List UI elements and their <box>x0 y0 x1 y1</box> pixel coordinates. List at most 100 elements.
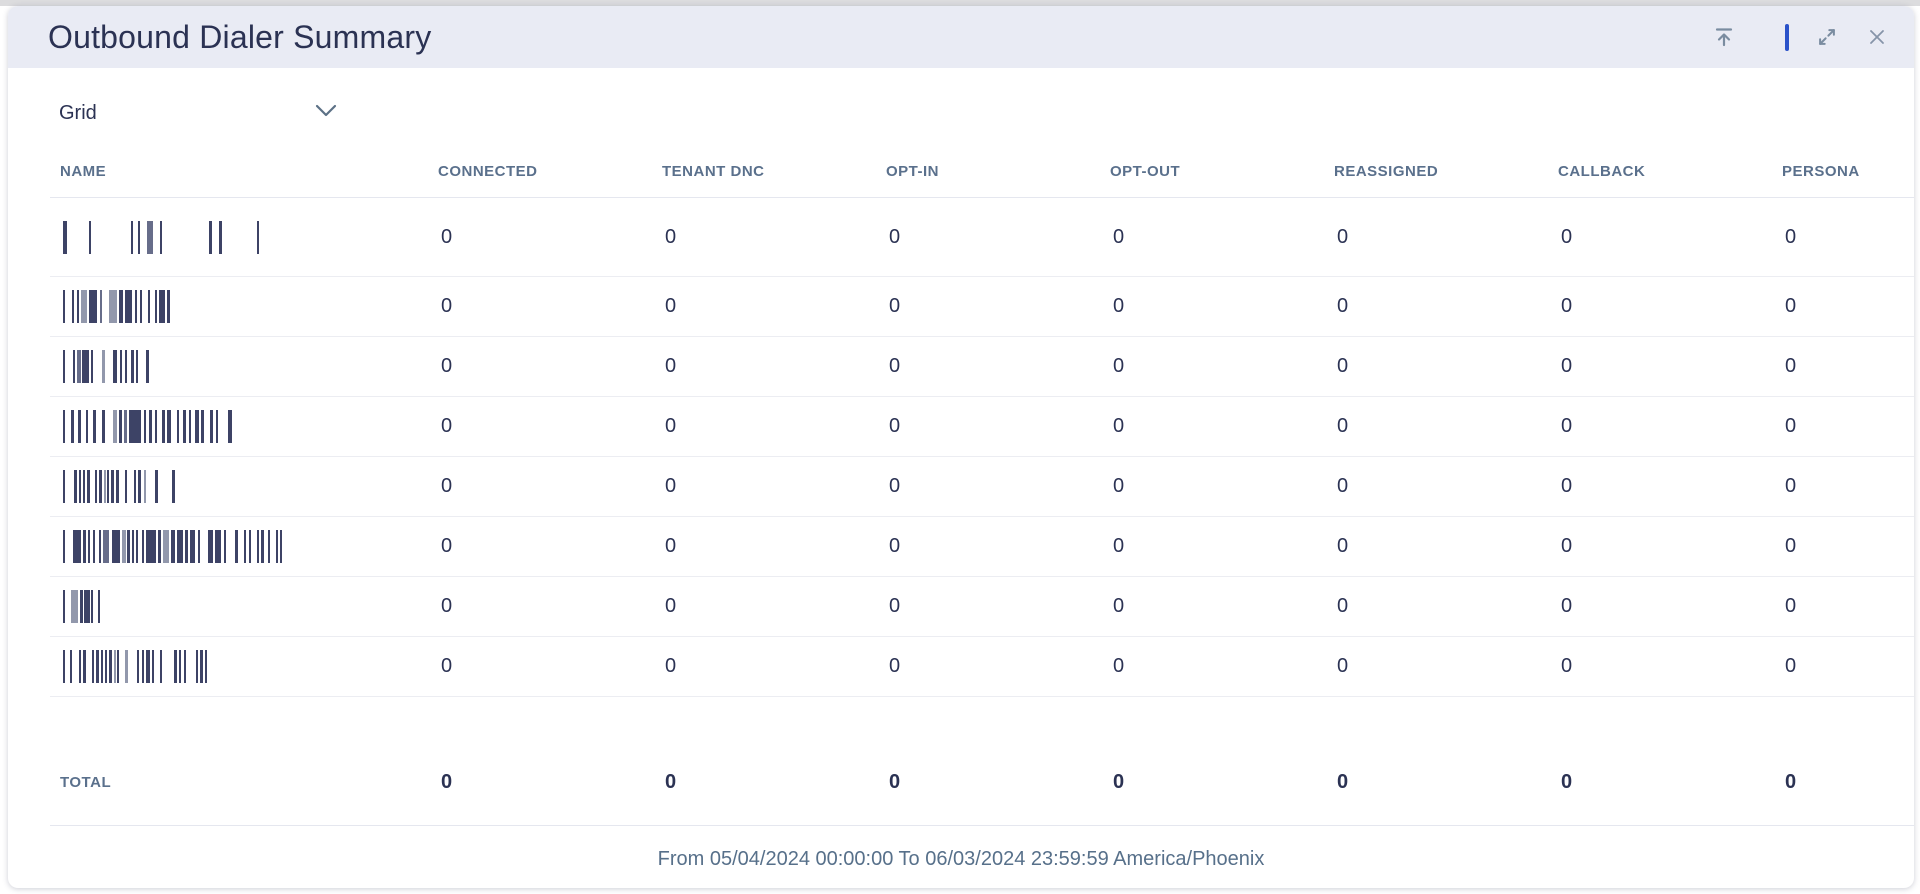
redaction-bar <box>80 590 83 623</box>
redaction-bar <box>167 290 170 323</box>
redaction-bar <box>209 220 212 254</box>
widget-toolbar <box>1712 23 1886 51</box>
redaction-bar <box>122 530 126 563</box>
chevron-down-icon <box>315 104 337 122</box>
redaction-bar <box>183 410 186 443</box>
redaction-bar <box>91 350 93 383</box>
redaction-bar <box>146 530 156 563</box>
table-row: 0 0 0 0 0 0 0 <box>50 337 1914 397</box>
expand-icon[interactable] <box>1816 26 1838 48</box>
redaction-bar <box>196 650 198 683</box>
column-header-opt-out[interactable]: OPT-OUT <box>1110 163 1181 180</box>
redaction-bar <box>167 410 171 443</box>
redaction-bar <box>132 530 134 563</box>
metric-value: 0 <box>1561 225 1573 248</box>
metric-value: 0 <box>1337 225 1349 248</box>
metric-value: 0 <box>1337 535 1349 557</box>
redaction-bar <box>184 650 186 683</box>
redaction-bar <box>96 650 99 683</box>
view-type-dropdown[interactable]: Grid <box>59 96 337 130</box>
redaction-bar <box>134 470 136 503</box>
redaction-bar <box>268 530 270 563</box>
column-header-persona[interactable]: PERSONA <box>1782 163 1860 180</box>
metric-value: 0 <box>889 415 901 437</box>
outbound-dialer-summary-widget: Outbound Dialer Summary <box>8 6 1914 888</box>
redaction-bar <box>124 410 127 443</box>
column-header-connected[interactable]: CONNECTED <box>438 163 538 180</box>
redaction-bar <box>215 530 221 563</box>
redaction-bar <box>152 650 154 683</box>
redaction-bar <box>228 410 232 443</box>
redaction-bar <box>70 650 72 683</box>
table-row: 0 0 0 0 0 0 0 <box>50 637 1914 697</box>
metric-value: 0 <box>1113 655 1125 677</box>
metric-value: 0 <box>889 225 901 248</box>
redaction-bar <box>190 530 195 563</box>
redaction-bar <box>137 650 139 683</box>
redaction-bar <box>210 410 213 443</box>
redaction-bar <box>114 650 116 683</box>
redaction-bar <box>92 650 94 683</box>
metric-value: 0 <box>889 595 901 617</box>
redaction-bar <box>158 530 161 563</box>
redaction-bar <box>257 220 259 254</box>
redacted-name-barcode <box>50 590 438 623</box>
redacted-name-barcode <box>50 530 438 563</box>
column-header-reassigned[interactable]: REASSIGNED <box>1334 163 1439 180</box>
redaction-bar <box>93 530 95 563</box>
collapse-to-top-icon[interactable] <box>1712 25 1736 49</box>
redaction-bar <box>257 530 259 563</box>
metric-value: 0 <box>1337 295 1349 317</box>
column-header-name[interactable]: NAME <box>60 163 107 180</box>
redaction-bar <box>163 530 169 563</box>
column-header-opt-in[interactable]: OPT-IN <box>886 163 940 180</box>
redaction-bar <box>172 470 175 503</box>
metric-value: 0 <box>889 535 901 557</box>
redaction-bar <box>216 410 218 443</box>
redaction-bar <box>113 350 117 383</box>
drag-handle-bar[interactable] <box>1785 23 1789 51</box>
redaction-bar <box>99 530 101 563</box>
redaction-bar <box>78 410 81 443</box>
metric-value: 0 <box>889 355 901 377</box>
redaction-bar <box>155 470 158 503</box>
metric-value: 0 <box>1561 355 1573 377</box>
redaction-bar <box>131 350 134 383</box>
redaction-bar <box>235 530 238 563</box>
metric-value: 0 <box>1785 475 1797 497</box>
redaction-bar <box>102 410 105 443</box>
column-header-callback[interactable]: CALLBACK <box>1558 163 1646 180</box>
redaction-bar <box>107 470 109 503</box>
table-row: 0 0 0 0 0 0 0 <box>50 457 1914 517</box>
close-icon[interactable] <box>1868 28 1886 46</box>
metric-value: 0 <box>665 355 677 377</box>
metric-value: 0 <box>441 535 453 557</box>
redaction-bar <box>155 410 157 443</box>
redaction-bar <box>189 410 191 443</box>
total-value: 0 <box>1337 770 1349 793</box>
redaction-bar <box>102 350 105 383</box>
redaction-bar <box>74 470 77 503</box>
table-row: 0 0 0 0 0 0 0 <box>50 198 1914 277</box>
column-header-tenant-dnc[interactable]: TENANT DNC <box>662 163 765 180</box>
redaction-bar <box>162 410 165 443</box>
redaction-bar <box>127 530 130 563</box>
redaction-bar <box>129 410 141 443</box>
redaction-bar <box>87 470 90 503</box>
total-value: 0 <box>441 770 453 793</box>
table-header-row: NAME CONNECTED TENANT DNC OPT-IN OPT-OUT… <box>50 146 1914 198</box>
redaction-bar <box>63 530 65 563</box>
metric-value: 0 <box>1561 655 1573 677</box>
redaction-bar <box>77 350 81 383</box>
redaction-bar <box>83 530 86 563</box>
redaction-bar <box>155 290 157 323</box>
redaction-bar <box>125 470 127 503</box>
redacted-name-barcode <box>50 350 438 383</box>
table-row: 0 0 0 0 0 0 0 <box>50 397 1914 457</box>
metric-value: 0 <box>441 355 453 377</box>
redaction-bar <box>138 220 140 254</box>
redaction-bar <box>63 590 65 623</box>
redaction-bar <box>86 410 88 443</box>
metric-value: 0 <box>1785 595 1797 617</box>
